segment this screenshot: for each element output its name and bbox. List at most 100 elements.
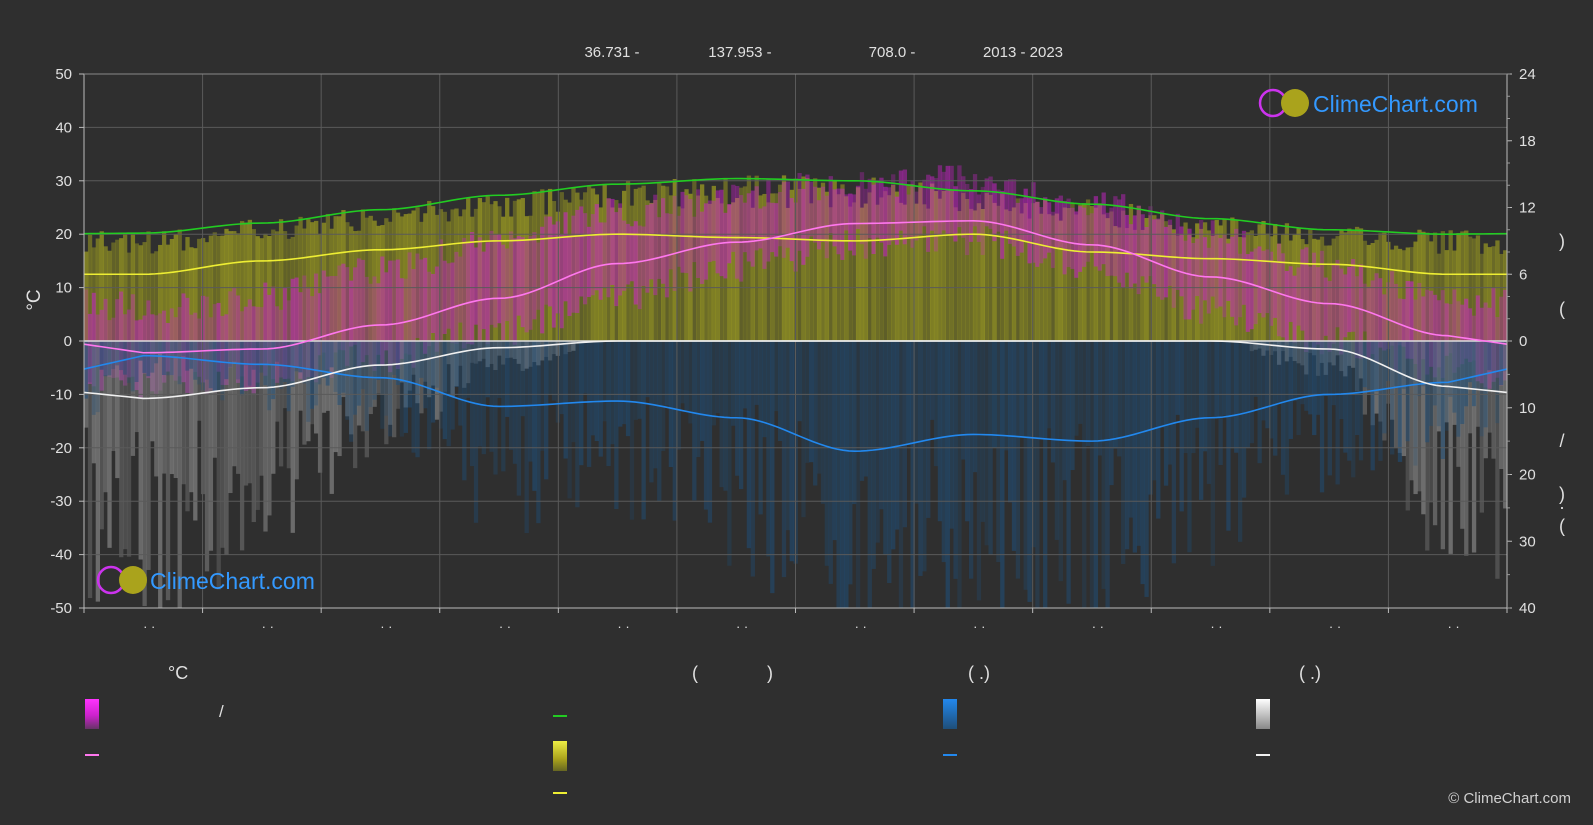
rain-day-bar xyxy=(1339,341,1344,419)
logo-bottom[interactable]: ClimeChart.com xyxy=(96,565,315,595)
rain-day-bar xyxy=(625,341,631,437)
snow-day-bar xyxy=(1315,341,1321,376)
temperature-day-bar xyxy=(922,179,927,227)
temperature-day-bar xyxy=(1234,228,1239,326)
sunshine-day-bar xyxy=(228,231,233,341)
sunshine-day-bar xyxy=(1136,205,1141,341)
sunshine-day-bar xyxy=(430,206,436,341)
rain-day-bar xyxy=(836,341,841,608)
temperature-day-bar xyxy=(388,260,393,373)
legend-temperature-heading: °C xyxy=(168,663,189,683)
sunshine-day-bar xyxy=(353,231,358,341)
temperature-day-bar xyxy=(777,191,783,247)
sunshine-day-bar xyxy=(891,184,896,341)
snow-day-bar xyxy=(333,341,338,453)
rain-day-bar xyxy=(961,341,966,460)
sunshine-day-bar xyxy=(411,210,416,341)
sunshine-day-bar xyxy=(1503,250,1508,341)
temperature-day-bar xyxy=(1058,195,1063,248)
rain-day-bar xyxy=(696,341,701,458)
rain-day-bar xyxy=(1082,341,1087,608)
sunshine-day-bar xyxy=(477,198,483,341)
sunshine-day-bar xyxy=(692,179,697,341)
rain-day-bar xyxy=(497,341,502,398)
right-tick-label: 40 xyxy=(1519,600,1536,617)
rain-day-bar xyxy=(1144,341,1149,597)
temperature-day-bar xyxy=(1167,219,1173,286)
sunshine-day-bar xyxy=(271,229,276,341)
sunshine-day-bar xyxy=(321,222,327,341)
temperature-day-bar xyxy=(563,212,568,302)
temperature-day-bar xyxy=(419,259,424,341)
snow-day-bar xyxy=(150,341,155,442)
temperature-day-bar xyxy=(1066,198,1071,268)
temperature-day-bar xyxy=(598,222,603,300)
sunshine-day-bar xyxy=(224,228,229,341)
sunshine-day-bar xyxy=(1206,230,1212,341)
temperature-day-bar xyxy=(723,212,728,279)
sunshine-day-bar xyxy=(1128,203,1134,341)
temperature-day-bar xyxy=(1315,267,1321,345)
logo-top[interactable]: ClimeChart.com xyxy=(1258,88,1478,118)
rain-range-swatch xyxy=(943,699,957,729)
temperature-day-bar xyxy=(450,262,455,343)
snow-day-bar xyxy=(372,341,377,407)
rain-day-bar xyxy=(122,341,128,375)
snow-day-bar xyxy=(1276,341,1282,365)
snow-day-bar xyxy=(193,341,198,521)
rain-day-bar xyxy=(918,341,923,576)
sunshine-day-bar xyxy=(239,221,245,341)
sunshine-day-bar xyxy=(185,237,190,341)
temperature-day-bar xyxy=(1206,247,1212,314)
temperature-day-bar xyxy=(442,260,447,334)
rain-day-bar xyxy=(844,341,849,608)
temperature-day-bar xyxy=(1374,273,1379,362)
temperature-day-bar xyxy=(395,259,401,369)
temperature-day-bar xyxy=(805,174,810,257)
rain-day-bar xyxy=(1464,341,1469,407)
temperature-day-bar xyxy=(321,270,327,353)
rain-day-bar xyxy=(1062,341,1067,481)
rain-day-bar xyxy=(571,341,576,443)
rain-day-bar xyxy=(1413,341,1418,466)
rain-day-bar xyxy=(1214,341,1219,418)
copyright[interactable]: © ClimeChart.com xyxy=(1448,790,1571,807)
rain-day-bar xyxy=(832,341,837,541)
rain-day-bar xyxy=(785,341,791,531)
temperature-day-bar xyxy=(941,171,946,231)
temperature-day-bar xyxy=(774,203,779,257)
sunshine-day-bar xyxy=(571,187,576,341)
sunshine-day-bar xyxy=(150,253,155,341)
sunshine-day-bar xyxy=(1393,245,1399,341)
rain-day-bar xyxy=(1351,341,1356,478)
sunshine-day-bar xyxy=(914,203,919,341)
snow-day-bar xyxy=(126,341,132,557)
snow-day-bar xyxy=(516,341,522,364)
snow-day-bar xyxy=(469,341,475,363)
temperature-day-bar xyxy=(1183,240,1188,320)
rain-day-bar xyxy=(1460,341,1465,424)
temperature-day-bar xyxy=(1440,290,1446,378)
sunshine-day-bar xyxy=(1109,211,1114,341)
rain-day-bar xyxy=(824,341,830,566)
daylight-line xyxy=(83,177,1508,236)
right-tick-label: 30 xyxy=(1519,533,1536,550)
rain-day-bar xyxy=(949,341,954,529)
rain-day-bar xyxy=(1163,341,1169,486)
sunshine-day-bar xyxy=(805,177,810,341)
sunshine-day-bar xyxy=(1066,208,1071,341)
rain-day-bar xyxy=(1315,341,1321,415)
temperature-day-bar xyxy=(1479,307,1485,384)
rain-day-bar xyxy=(816,341,822,474)
rain-day-bar xyxy=(485,341,490,398)
right-tick-label: 18 xyxy=(1519,133,1536,150)
temperature-day-bar xyxy=(200,295,206,383)
sunshine-day-bar xyxy=(684,189,689,341)
sunshine-day-bar xyxy=(848,206,853,341)
rain-day-bar xyxy=(1210,341,1215,566)
snow-day-bar xyxy=(1296,341,1301,364)
rain-day-bar xyxy=(1331,341,1336,406)
rain-day-bar xyxy=(1366,341,1371,390)
snow-day-bar xyxy=(87,341,93,599)
